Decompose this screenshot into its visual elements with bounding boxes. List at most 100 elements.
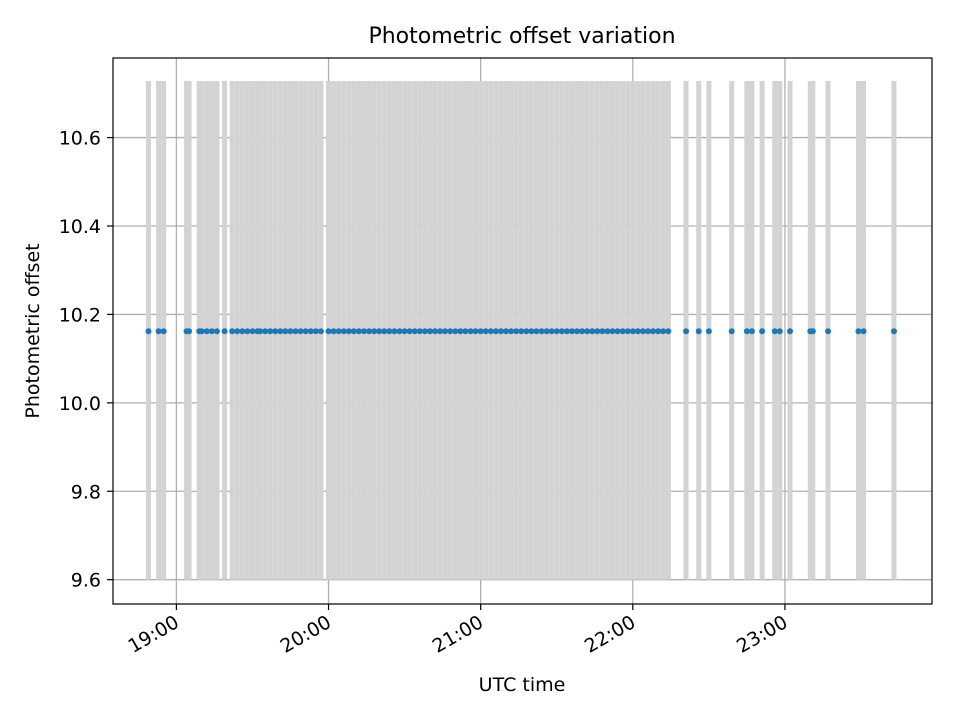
data-point bbox=[302, 328, 309, 335]
data-point bbox=[208, 328, 215, 335]
data-point bbox=[609, 328, 616, 335]
data-point bbox=[487, 328, 494, 335]
data-point bbox=[462, 328, 469, 335]
data-point bbox=[239, 328, 246, 335]
data-point bbox=[533, 328, 540, 335]
data-point bbox=[325, 328, 332, 335]
data-point bbox=[558, 328, 565, 335]
data-point bbox=[262, 328, 269, 335]
data-point bbox=[579, 328, 586, 335]
y-tick-label: 9.8 bbox=[71, 481, 101, 503]
data-point bbox=[759, 328, 766, 335]
data-point bbox=[267, 328, 274, 335]
data-point bbox=[307, 328, 314, 335]
data-point bbox=[406, 328, 413, 335]
data-point bbox=[589, 328, 596, 335]
data-point bbox=[705, 328, 712, 335]
data-point bbox=[282, 328, 289, 335]
data-point bbox=[345, 328, 352, 335]
data-point bbox=[330, 328, 337, 335]
data-point bbox=[416, 328, 423, 335]
data-point bbox=[421, 328, 428, 335]
data-point bbox=[776, 328, 783, 335]
data-point bbox=[645, 328, 652, 335]
data-point bbox=[155, 328, 162, 335]
data-point bbox=[538, 328, 545, 335]
y-tick-label: 10.2 bbox=[59, 304, 101, 326]
data-point bbox=[548, 328, 555, 335]
data-point bbox=[629, 328, 636, 335]
data-point bbox=[432, 328, 439, 335]
data-point bbox=[472, 328, 479, 335]
data-point bbox=[361, 328, 368, 335]
data-point bbox=[145, 328, 152, 335]
data-point bbox=[523, 328, 530, 335]
data-point bbox=[665, 328, 672, 335]
data-point bbox=[292, 328, 299, 335]
chart-title: Photometric offset variation bbox=[368, 24, 675, 49]
data-point bbox=[213, 328, 220, 335]
data-point bbox=[452, 328, 459, 335]
data-point bbox=[574, 328, 581, 335]
data-point bbox=[787, 328, 794, 335]
x-axis-label: UTC time bbox=[479, 674, 566, 696]
data-point bbox=[234, 328, 241, 335]
data-point bbox=[401, 328, 408, 335]
data-point bbox=[860, 328, 867, 335]
data-point bbox=[660, 328, 667, 335]
data-point bbox=[683, 328, 690, 335]
data-point bbox=[257, 328, 264, 335]
data-point bbox=[604, 328, 611, 335]
data-points bbox=[145, 328, 897, 335]
data-point bbox=[650, 328, 657, 335]
data-point bbox=[528, 328, 535, 335]
data-point bbox=[890, 328, 897, 335]
data-point bbox=[513, 328, 520, 335]
data-point bbox=[340, 328, 347, 335]
data-point bbox=[277, 328, 284, 335]
data-point bbox=[272, 328, 279, 335]
data-point bbox=[396, 328, 403, 335]
data-point bbox=[391, 328, 398, 335]
data-point bbox=[771, 328, 778, 335]
data-point bbox=[492, 328, 499, 335]
data-point bbox=[287, 328, 294, 335]
data-point bbox=[809, 328, 816, 335]
data-point bbox=[594, 328, 601, 335]
data-point bbox=[203, 328, 210, 335]
data-point bbox=[160, 328, 167, 335]
y-axis-label: Photometric offset bbox=[22, 243, 44, 418]
data-point bbox=[386, 328, 393, 335]
data-point bbox=[411, 328, 418, 335]
data-point bbox=[568, 328, 575, 335]
data-point bbox=[244, 328, 251, 335]
data-point bbox=[221, 328, 228, 335]
data-point bbox=[503, 328, 510, 335]
data-point bbox=[482, 328, 489, 335]
data-point bbox=[371, 328, 378, 335]
data-point bbox=[381, 328, 388, 335]
data-point bbox=[695, 328, 702, 335]
data-point bbox=[743, 328, 750, 335]
data-point bbox=[584, 328, 591, 335]
data-point bbox=[614, 328, 621, 335]
data-point bbox=[297, 328, 304, 335]
data-point bbox=[655, 328, 662, 335]
data-point bbox=[376, 328, 383, 335]
data-point bbox=[426, 328, 433, 335]
data-point bbox=[317, 328, 324, 335]
plot-frame bbox=[112, 57, 933, 605]
y-tick-label: 10.6 bbox=[59, 128, 101, 150]
data-point bbox=[543, 328, 550, 335]
y-tick-label: 10.4 bbox=[59, 216, 101, 238]
data-point bbox=[249, 328, 256, 335]
data-point bbox=[497, 328, 504, 335]
data-point bbox=[553, 328, 560, 335]
data-point bbox=[229, 328, 236, 335]
data-point bbox=[624, 328, 631, 335]
data-point bbox=[855, 328, 862, 335]
data-point bbox=[312, 328, 319, 335]
data-point bbox=[198, 328, 205, 335]
data-point bbox=[728, 328, 735, 335]
